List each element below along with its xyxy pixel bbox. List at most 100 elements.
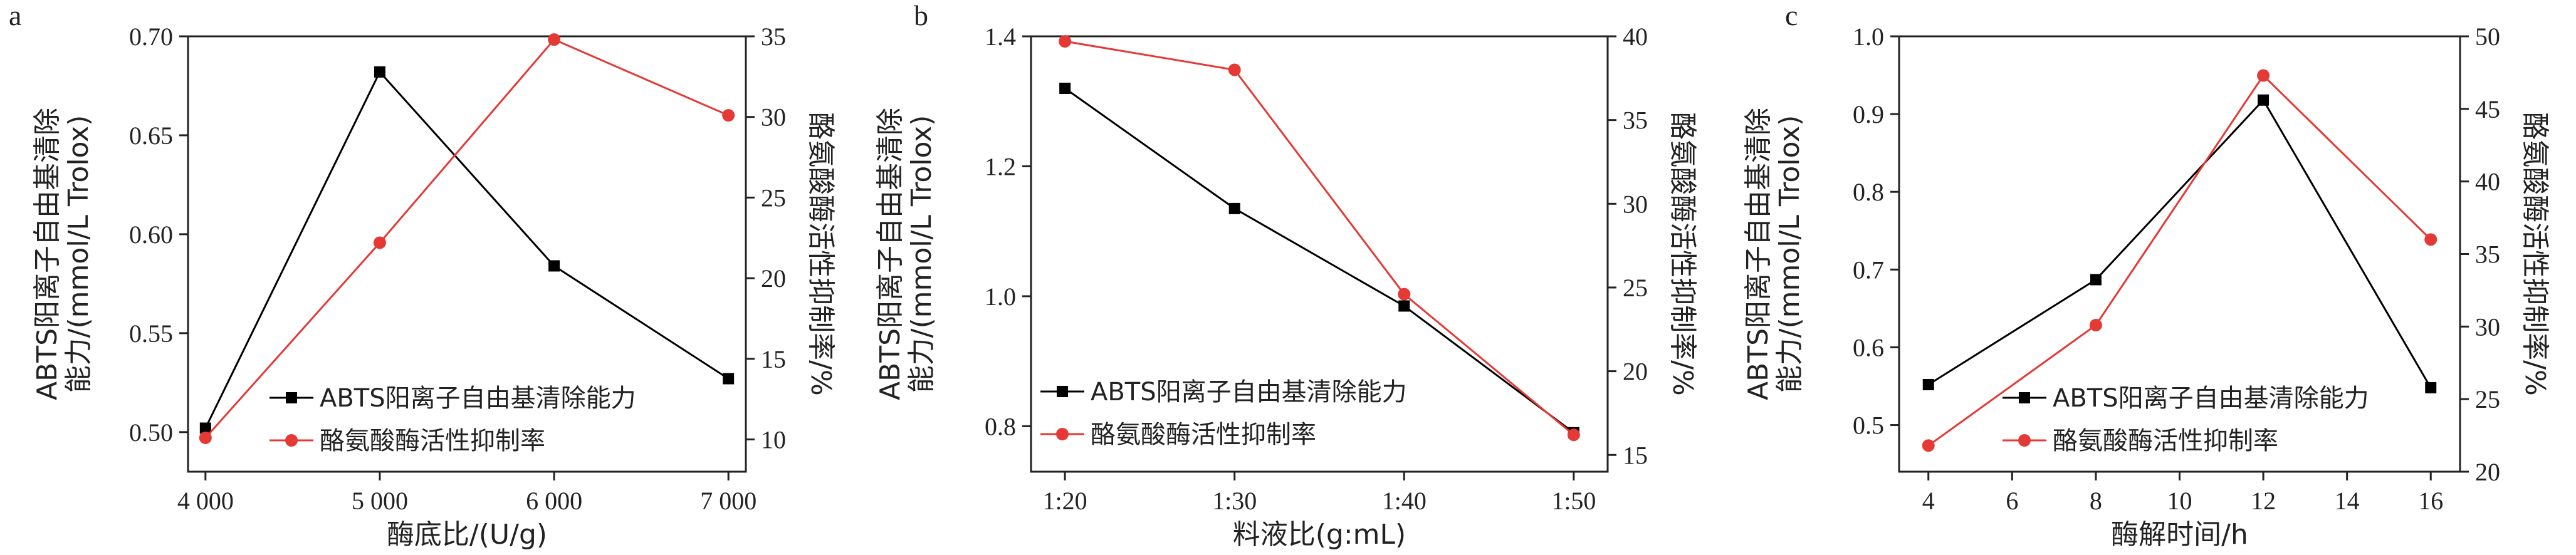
y-right-tick-label: 20 xyxy=(1623,358,1648,386)
legend-marker-square xyxy=(286,392,297,403)
y-left-tick-label: 0.55 xyxy=(129,319,173,348)
y-right-axis-label: 酪氨酸酶活性抑制率/% xyxy=(805,112,837,396)
y-right-tick-label: 35 xyxy=(761,23,786,51)
y-left-tick-label: 1.2 xyxy=(985,152,1016,180)
x-axis-label: 酶解时间/h xyxy=(2111,519,2248,551)
data-point-circle xyxy=(1228,63,1241,76)
data-point-square xyxy=(2425,381,2437,393)
panel-letter: c xyxy=(1785,0,1798,31)
data-point-circle xyxy=(1059,35,1072,48)
y-left-tick-label: 1.0 xyxy=(1853,23,1884,51)
y-left-axis-label-line1: ABTS阳离子自由基清除 xyxy=(31,108,63,400)
data-point-square xyxy=(1398,300,1410,312)
y-left-tick-label: 0.60 xyxy=(129,220,173,249)
y-left-tick-label: 1.4 xyxy=(985,23,1016,51)
y-right-tick-label: 15 xyxy=(1623,441,1648,469)
y-left-axis-label-line2: 能力/(mmol/L Trolox) xyxy=(1774,115,1806,393)
x-tick-label: 1:50 xyxy=(1551,487,1596,515)
y-right-tick-label: 35 xyxy=(2475,241,2500,269)
data-point-circle xyxy=(1398,288,1411,301)
legend-entry: ABTS阳离子自由基清除能力 xyxy=(320,384,636,413)
y-left-tick-label: 0.50 xyxy=(129,418,173,447)
y-left-tick-label: 0.9 xyxy=(1853,100,1884,128)
y-right-tick-label: 30 xyxy=(761,103,786,132)
legend-marker-circle xyxy=(2018,434,2031,447)
data-point-circle xyxy=(1922,439,1935,452)
legend-marker-circle xyxy=(285,434,298,447)
y-right-tick-label: 25 xyxy=(761,184,786,212)
y-right-axis-label: 酪氨酸酶活性抑制率/% xyxy=(1667,112,1699,396)
x-tick-label: 1:20 xyxy=(1043,487,1087,515)
data-point-circle xyxy=(2257,69,2270,82)
chart-panel-a: a 4 000 5 000 6 000 7 000 0.50 0.55 0.60 0.65 0.7… xyxy=(9,0,837,551)
series-line-1 xyxy=(1064,87,1574,433)
data-point-square xyxy=(1922,379,1934,390)
y-right-tick-label: 40 xyxy=(2475,168,2500,196)
plot-frame xyxy=(1030,35,1609,473)
y-right-tick-label: 15 xyxy=(761,345,786,373)
x-tick-label: 1:40 xyxy=(1382,487,1427,515)
x-tick-label: 4 000 xyxy=(177,487,234,515)
y-right-tick-label: 30 xyxy=(1623,190,1648,218)
y-left-tick-label: 1.0 xyxy=(985,283,1016,311)
data-point-circle xyxy=(373,236,386,249)
panel-letter: a xyxy=(9,0,21,31)
y-left-tick-label: 0.8 xyxy=(1853,178,1884,206)
y-right-tick-label: 25 xyxy=(1623,274,1648,302)
y-right-tick-label: 20 xyxy=(2475,458,2500,486)
x-tick-label: 5 000 xyxy=(352,487,408,515)
y-right-tick-label: 40 xyxy=(1623,23,1648,51)
y-right-tick-label: 10 xyxy=(761,426,786,454)
x-tick-label: 1:30 xyxy=(1212,487,1257,515)
x-tick-label: 8 xyxy=(2090,487,2102,515)
legend-entry: 酪氨酸酶活性抑制率 xyxy=(320,427,545,455)
series-line-1 xyxy=(1927,98,2432,388)
y-left-axis-label-line2: 能力/(mmol/L Trolox) xyxy=(63,115,95,393)
plot-frame xyxy=(187,35,747,473)
y-left-axis-label-line2: 能力/(mmol/L Trolox) xyxy=(906,115,938,393)
y-right-tick-label: 30 xyxy=(2475,313,2500,341)
panel-letter: b xyxy=(914,0,928,31)
y-left-axis-label-line1: ABTS阳离子自由基清除 xyxy=(874,108,906,400)
y-left-tick-label: 0.5 xyxy=(1853,412,1884,440)
x-tick-label: 6 000 xyxy=(526,487,582,515)
series-line-1 xyxy=(204,70,730,429)
x-tick-label: 4 xyxy=(1922,487,1935,515)
legend-entry: 酪氨酸酶活性抑制率 xyxy=(1091,420,1316,449)
y-left-tick-label: 0.6 xyxy=(1853,333,1884,361)
x-tick-label: 6 xyxy=(2006,487,2018,515)
x-tick-label: 12 xyxy=(2251,487,2276,515)
y-right-tick-label: 25 xyxy=(2475,385,2500,413)
x-tick-label: 14 xyxy=(2335,487,2360,515)
y-right-tick-label: 20 xyxy=(761,264,786,293)
x-tick-label: 10 xyxy=(2167,487,2192,515)
legend-entry: ABTS阳离子自由基清除能力 xyxy=(2053,384,2369,413)
series-line-2 xyxy=(1064,40,1574,436)
y-right-tick-label: 35 xyxy=(1623,106,1648,135)
data-point-circle xyxy=(1567,428,1580,442)
data-point-square xyxy=(374,66,385,78)
legend-entry: ABTS阳离子自由基清除能力 xyxy=(1091,378,1407,407)
legend-marker-circle xyxy=(1056,428,1069,440)
data-point-square xyxy=(1059,82,1071,94)
data-point-circle xyxy=(722,109,735,122)
data-point-circle xyxy=(2424,233,2437,246)
data-point-square xyxy=(199,422,211,434)
data-point-circle xyxy=(548,33,561,46)
data-point-square xyxy=(1228,202,1240,214)
legend-marker-square xyxy=(1057,386,1068,397)
y-right-tick-label: 45 xyxy=(2475,95,2500,123)
data-point-circle xyxy=(199,431,212,444)
x-axis-label: 酶底比/(U/g) xyxy=(387,519,547,551)
data-point-circle xyxy=(2089,319,2102,332)
data-point-square xyxy=(723,373,735,385)
chart-panel-b: b 1:20 1:30 1:40 1:50 0.8 1.0 1.2 1.4 15 20 25 30 35 4… xyxy=(874,0,1699,551)
y-left-tick-label: 0.7 xyxy=(1853,256,1884,284)
data-point-square xyxy=(2090,274,2102,286)
series-line-2 xyxy=(1927,74,2432,447)
y-left-tick-label: 0.70 xyxy=(129,23,173,51)
